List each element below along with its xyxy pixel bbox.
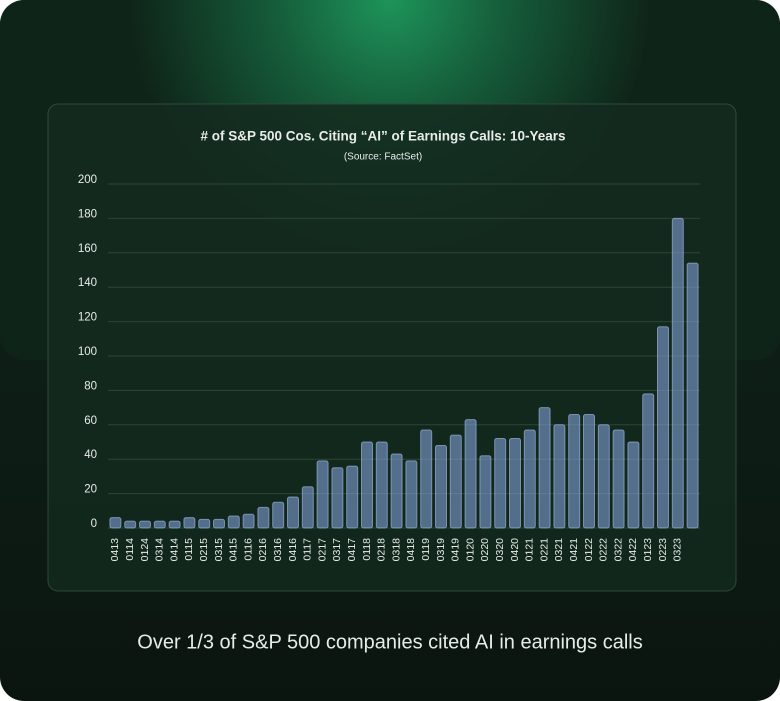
bar	[479, 455, 492, 529]
bar	[301, 486, 314, 529]
x-tick-label: 0322	[612, 538, 624, 562]
x-tick-label: 0420	[509, 538, 521, 562]
y-tick-label: 140	[78, 277, 97, 289]
x-tick-label: 0220	[479, 538, 491, 562]
x-tick-label: 0419	[450, 538, 462, 562]
x-tick-label: 0120	[464, 538, 476, 562]
x-tick-label: 0317	[331, 538, 343, 562]
bar	[449, 434, 462, 529]
bar	[272, 501, 285, 529]
x-tick-label: 0115	[183, 538, 195, 561]
x-tick-label: 0320	[494, 538, 506, 562]
x-tick-label: 0215	[198, 538, 210, 562]
x-tick-label: 0415	[228, 538, 240, 562]
bar	[553, 424, 566, 529]
bar	[257, 506, 270, 529]
caption: Over 1/3 of S&P 500 companies cited AI i…	[137, 631, 642, 653]
bar	[183, 517, 196, 529]
bar	[657, 326, 669, 529]
x-tick-label: 0119	[420, 538, 432, 561]
bar	[124, 520, 137, 529]
x-tick-label: 0416	[287, 538, 299, 562]
x-tick-label: 0314	[154, 538, 166, 562]
x-tick-label: 0418	[405, 538, 417, 562]
x-tick-label: 0414	[168, 538, 180, 562]
chart-title: # of S&P 500 Cos. Citing “AI” of Earning…	[200, 129, 565, 144]
x-tick-label: 0121	[524, 538, 536, 562]
x-tick-label: 0124	[139, 538, 151, 562]
bar	[435, 444, 447, 529]
bar	[612, 429, 625, 529]
bar	[316, 460, 329, 529]
bar	[509, 438, 521, 529]
x-tick-label: 0321	[553, 538, 565, 562]
bar	[390, 453, 403, 529]
x-tick-label: 0221	[538, 538, 550, 562]
bar	[346, 465, 359, 529]
bar	[568, 413, 581, 529]
x-tick-label: 0118	[361, 538, 373, 561]
bar	[227, 515, 240, 529]
x-tick-label: 0216	[257, 538, 269, 562]
x-tick-label: 0323	[672, 538, 684, 562]
x-tick-label: 0421	[568, 538, 580, 562]
x-tick-label: 0417	[346, 538, 358, 562]
bar	[109, 517, 122, 529]
x-tick-label: 0114	[124, 538, 136, 561]
y-tick-label: 0	[91, 518, 97, 530]
y-tick-label: 40	[84, 449, 97, 461]
chart-subtitle: (Source: FactSet)	[344, 152, 422, 163]
y-tick-label: 200	[78, 174, 97, 186]
y-tick-label: 100	[78, 346, 97, 358]
bar	[642, 393, 655, 529]
y-tick-label: 20	[84, 484, 97, 496]
bar	[464, 419, 477, 529]
bar	[494, 438, 507, 529]
bar	[139, 520, 151, 529]
y-tick-label: 120	[78, 312, 97, 324]
bar	[686, 262, 699, 529]
y-tick-label: 180	[78, 208, 97, 220]
bar	[331, 467, 344, 529]
x-tick-label: 0123	[642, 538, 654, 562]
x-tick-label: 0116	[242, 538, 254, 561]
bar	[375, 441, 388, 529]
x-tick-label: 0117	[302, 538, 314, 561]
bar	[671, 217, 684, 529]
bar	[198, 518, 211, 529]
x-tick-label: 0218	[376, 538, 388, 562]
x-tick-label: 0122	[583, 538, 595, 562]
x-tick-label: 0422	[627, 538, 639, 562]
bar	[361, 441, 373, 529]
x-tick-label: 0217	[316, 538, 328, 562]
bar	[242, 513, 255, 529]
x-tick-label: 0223	[657, 538, 669, 562]
bar	[627, 441, 640, 529]
bar	[420, 429, 433, 529]
y-tick-label: 160	[78, 243, 97, 255]
bar	[153, 520, 166, 529]
x-tick-label: 0413	[109, 538, 121, 562]
bar	[287, 496, 299, 529]
bar	[538, 407, 551, 529]
bar	[523, 429, 536, 529]
y-tick-label: 80	[84, 380, 97, 392]
bar	[583, 413, 595, 529]
bar	[213, 518, 225, 529]
bar	[597, 424, 610, 529]
x-tick-label: 0318	[390, 538, 402, 562]
x-tick-label: 0319	[435, 538, 447, 562]
x-tick-label: 0316	[272, 538, 284, 562]
bar	[168, 520, 181, 529]
y-tick-label: 60	[84, 415, 97, 427]
x-tick-label: 0222	[598, 538, 610, 562]
x-tick-label: 0315	[213, 538, 225, 562]
bar	[405, 460, 418, 529]
